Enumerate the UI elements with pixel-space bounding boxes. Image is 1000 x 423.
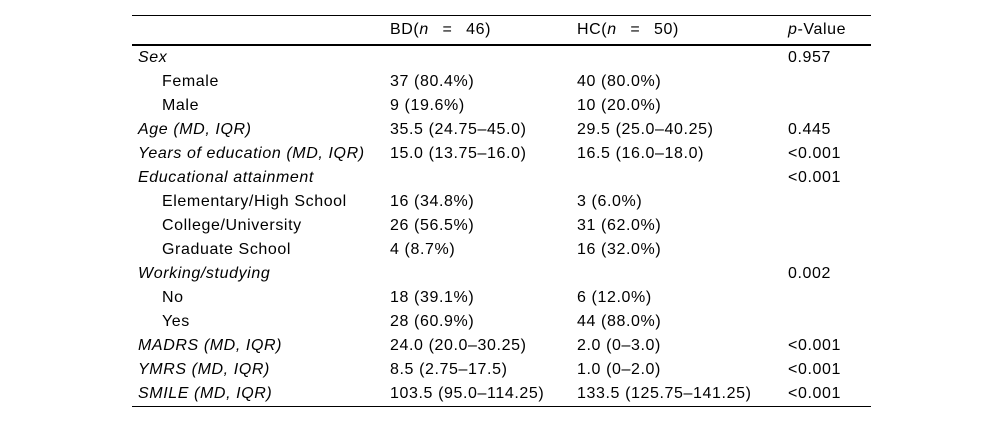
row-label: Graduate School — [162, 241, 292, 258]
hc-value: 2.0 (0–3.0) — [577, 337, 661, 354]
p-value: <0.001 — [788, 169, 841, 186]
header-bd-prefix: BD( — [390, 21, 420, 38]
table-row-male: Male 9 (19.6%) 10 (20.0%) — [132, 94, 871, 118]
bd-value: 37 (80.4%) — [390, 73, 475, 90]
row-label: Educational attainment — [138, 169, 314, 186]
row-label: Male — [162, 97, 200, 114]
row-label: Elementary/High School — [162, 193, 347, 210]
p-value: 0.002 — [788, 265, 832, 282]
table-row-years-education: Years of education (MD, IQR) 15.0 (13.75… — [132, 142, 871, 166]
bd-value: 18 (39.1%) — [390, 289, 475, 306]
hc-value: 29.5 (25.0–40.25) — [577, 121, 714, 138]
table-row-graduate-school: Graduate School 4 (8.7%) 16 (32.0%) — [132, 238, 871, 262]
header-p-italic: p — [788, 21, 798, 38]
hc-value: 1.0 (0–2.0) — [577, 361, 661, 378]
table-row-sex: Sex 0.957 — [132, 46, 871, 70]
row-label: Working/studying — [138, 265, 271, 282]
p-value: <0.001 — [788, 337, 841, 354]
table-row-female: Female 37 (80.4%) 40 (80.0%) — [132, 70, 871, 94]
table-row-age: Age (MD, IQR) 35.5 (24.75–45.0) 29.5 (25… — [132, 118, 871, 142]
header-pvalue-cell: p-Value — [788, 21, 871, 39]
table-row-ymrs: YMRS (MD, IQR) 8.5 (2.75–17.5) 1.0 (0–2.… — [132, 358, 871, 382]
table-row-no: No 18 (39.1%) 6 (12.0%) — [132, 286, 871, 310]
row-label: Age (MD, IQR) — [138, 121, 252, 138]
bd-value: 24.0 (20.0–30.25) — [390, 337, 527, 354]
bd-value: 28 (60.9%) — [390, 313, 475, 330]
header-p-rest: -Value — [797, 21, 847, 38]
table-row-college-university: College/University 26 (56.5%) 31 (62.0%) — [132, 214, 871, 238]
table-row-madrs: MADRS (MD, IQR) 24.0 (20.0–30.25) 2.0 (0… — [132, 334, 871, 358]
p-value: 0.957 — [788, 49, 832, 66]
header-hc-cell: HC(n = 50) — [577, 21, 788, 39]
row-label: MADRS (MD, IQR) — [138, 337, 283, 354]
table-row-working-studying: Working/studying 0.002 — [132, 262, 871, 286]
header-hc-n: n — [607, 21, 617, 38]
p-value: 0.445 — [788, 121, 832, 138]
bd-value: 26 (56.5%) — [390, 217, 475, 234]
table-row-elementary-high-school: Elementary/High School 16 (34.8%) 3 (6.0… — [132, 190, 871, 214]
demographics-table: BD(n = 46) HC(n = 50) p-Value Sex 0.957 … — [132, 15, 871, 407]
header-hc-suffix: = 50) — [616, 21, 679, 38]
hc-value: 6 (12.0%) — [577, 289, 652, 306]
header-bd-n: n — [419, 21, 429, 38]
hc-value: 16 (32.0%) — [577, 241, 662, 258]
hc-value: 3 (6.0%) — [577, 193, 643, 210]
header-bd-cell: BD(n = 46) — [390, 21, 577, 39]
row-label: Female — [162, 73, 219, 90]
hc-value: 31 (62.0%) — [577, 217, 662, 234]
bd-value: 15.0 (13.75–16.0) — [390, 145, 527, 162]
row-label: No — [162, 289, 184, 306]
row-label: SMILE (MD, IQR) — [138, 385, 273, 402]
p-value: <0.001 — [788, 385, 841, 402]
bd-value: 103.5 (95.0–114.25) — [390, 385, 545, 402]
table-row-educational-attainment: Educational attainment <0.001 — [132, 166, 871, 190]
bd-value: 4 (8.7%) — [390, 241, 456, 258]
hc-value: 10 (20.0%) — [577, 97, 662, 114]
bd-value: 8.5 (2.75–17.5) — [390, 361, 508, 378]
row-label: Yes — [162, 313, 190, 330]
table-row-yes: Yes 28 (60.9%) 44 (88.0%) — [132, 310, 871, 334]
bd-value: 16 (34.8%) — [390, 193, 475, 210]
bd-value: 9 (19.6%) — [390, 97, 465, 114]
table-body: Sex 0.957 Female 37 (80.4%) 40 (80.0%) M… — [132, 46, 871, 407]
header-hc-prefix: HC( — [577, 21, 608, 38]
hc-value: 133.5 (125.75–141.25) — [577, 385, 752, 402]
bd-value: 35.5 (24.75–45.0) — [390, 121, 527, 138]
row-label: Years of education (MD, IQR) — [138, 145, 365, 162]
header-bd-suffix: = 46) — [428, 21, 492, 38]
p-value: <0.001 — [788, 361, 841, 378]
row-label: YMRS (MD, IQR) — [138, 361, 270, 378]
row-label: Sex — [138, 49, 168, 66]
hc-value: 16.5 (16.0–18.0) — [577, 145, 705, 162]
table-row-smile: SMILE (MD, IQR) 103.5 (95.0–114.25) 133.… — [132, 382, 871, 406]
hc-value: 44 (88.0%) — [577, 313, 662, 330]
p-value: <0.001 — [788, 145, 841, 162]
row-label: College/University — [162, 217, 302, 234]
table-header-row: BD(n = 46) HC(n = 50) p-Value — [132, 15, 871, 46]
hc-value: 40 (80.0%) — [577, 73, 662, 90]
